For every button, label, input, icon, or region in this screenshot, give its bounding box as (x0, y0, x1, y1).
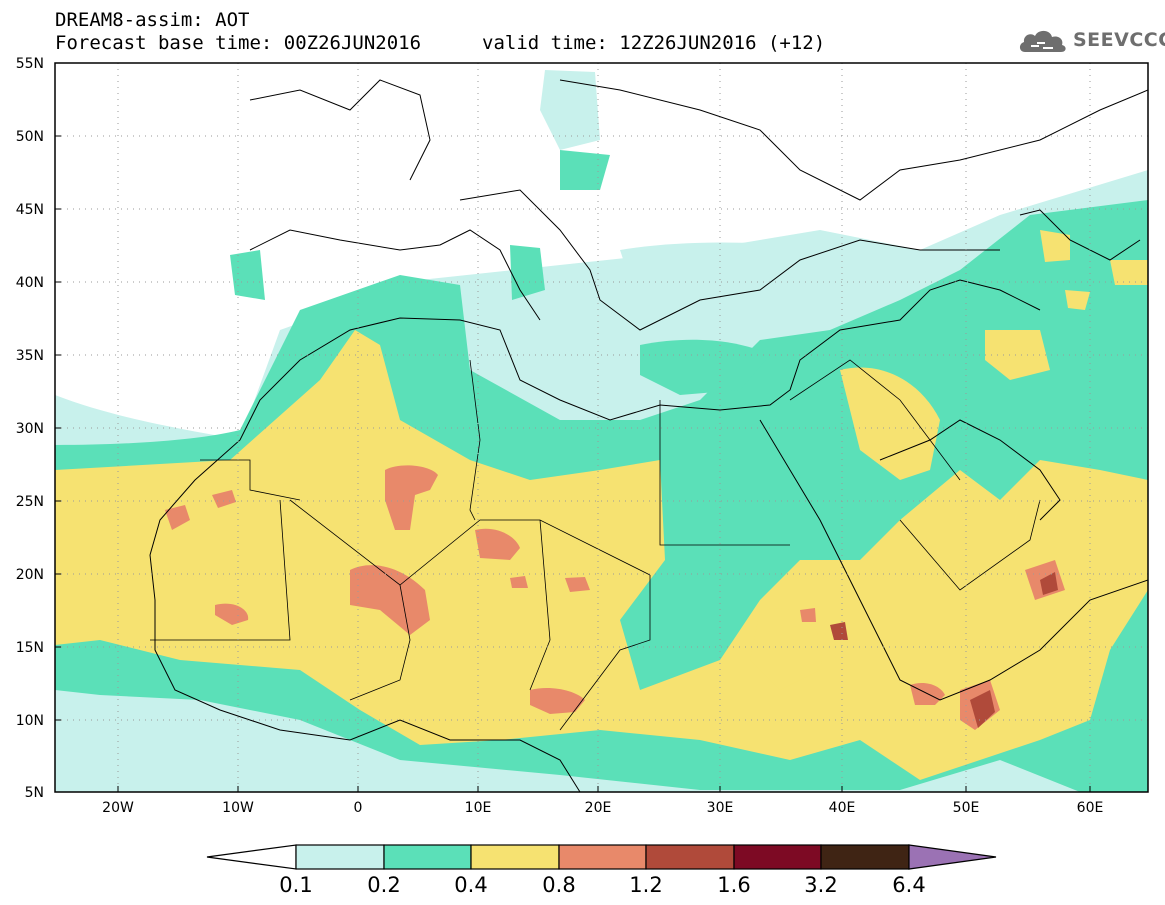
lon-label: 60E (1077, 800, 1104, 816)
lon-label: 0 (354, 800, 363, 816)
colorbar-label: 0.4 (454, 873, 487, 897)
lat-labels: 55N 50N 45N 40N 35N 30N 25N 20N 15N 10N … (16, 56, 44, 801)
lat-label: 10N (16, 713, 44, 729)
lat-label: 15N (16, 640, 44, 656)
colorbar-swatch (733, 844, 822, 870)
colorbar-swatch (383, 844, 472, 870)
colorbar-lower-arrow (206, 844, 297, 870)
lat-label: 35N (16, 348, 44, 364)
lat-label: 5N (25, 785, 44, 801)
lon-label: 40E (829, 800, 856, 816)
lat-label: 45N (16, 202, 44, 218)
colorbar-label: 1.6 (717, 873, 750, 897)
lat-label: 25N (16, 494, 44, 510)
seevccc-logo: SEEVCCC (1017, 24, 1165, 58)
map-title: DREAM8-assim: AOT (55, 9, 250, 31)
lon-label: 10W (222, 800, 254, 816)
coastlines (149, 79, 1148, 792)
colorbar-label: 0.2 (367, 873, 400, 897)
colorbar-upper-arrow (908, 844, 997, 870)
colorbar-label: 1.2 (629, 873, 662, 897)
colorbar-label: 0.8 (542, 873, 575, 897)
lon-label: 50E (953, 800, 980, 816)
colorbar-swatch (820, 844, 910, 870)
lon-label: 20W (102, 800, 134, 816)
lat-label: 20N (16, 567, 44, 583)
colorbar-swatch (470, 844, 560, 870)
aot-band-1.2-1.6 (830, 572, 1058, 728)
colorbar: 0.1 0.2 0.4 0.8 1.2 1.6 3.2 6.4 (206, 844, 997, 897)
colorbar-swatch (295, 844, 385, 870)
logo-text: SEEVCCC (1073, 29, 1165, 51)
colorbar-label: 3.2 (804, 873, 837, 897)
lat-label: 50N (16, 129, 44, 145)
lon-label: 30E (707, 800, 734, 816)
colorbar-swatch (645, 844, 735, 870)
cloud-icon (1019, 30, 1066, 52)
valid-time: valid time: 12Z26JUN2016 (+12) (482, 32, 826, 54)
forecast-base-time: Forecast base time: 00Z26JUN2016 (55, 32, 422, 54)
graticule (55, 63, 1148, 792)
lon-label: 20E (585, 800, 612, 816)
country-borders (150, 359, 1041, 731)
lat-label: 30N (16, 421, 44, 437)
lon-label: 10E (465, 800, 492, 816)
axis-ticks (55, 135, 1091, 792)
colorbar-label: 6.4 (892, 873, 925, 897)
colorbar-swatch (558, 844, 647, 870)
lon-labels: 20W 10W 0 10E 20E 30E 40E 50E 60E (102, 800, 1103, 816)
aot-field (55, 63, 1148, 792)
colorbar-label: 0.1 (279, 873, 312, 897)
aot-band-0.4-0.8 (55, 230, 1148, 780)
lat-label: 55N (16, 56, 44, 72)
lat-label: 40N (16, 275, 44, 291)
